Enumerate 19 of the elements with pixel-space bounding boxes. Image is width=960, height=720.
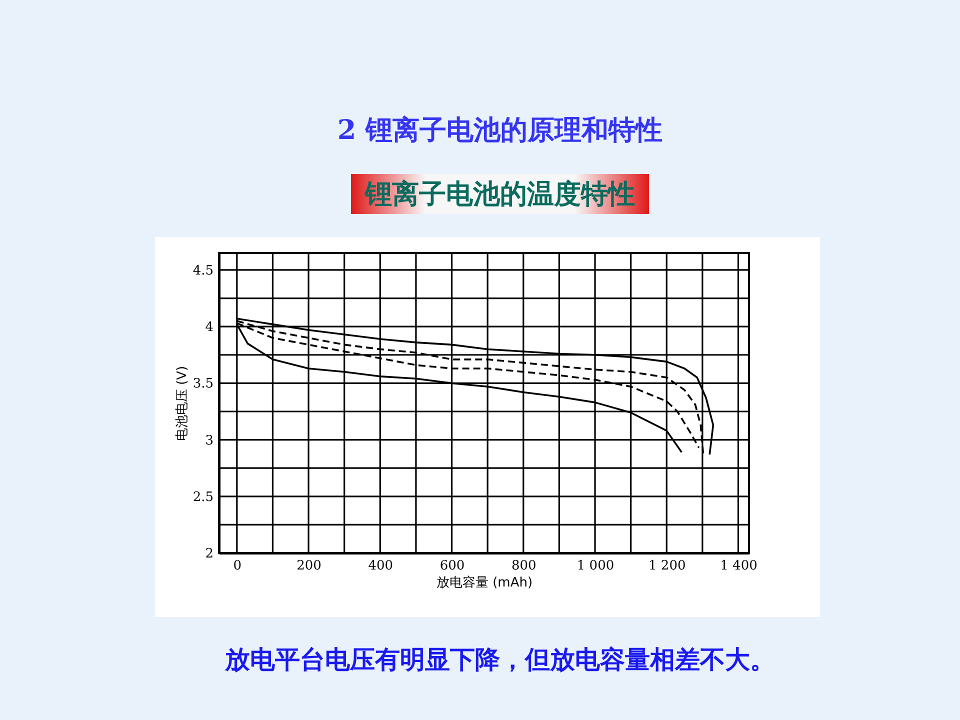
text: 放电平台电压有明显下降，但放电容量相差不大。: [224, 644, 776, 676]
chart-title: 2 锂离子电池的原理和特性: [336, 114, 664, 148]
x-tick-label: 800: [511, 558, 536, 574]
y-axis-title: 电池电压 (V): [174, 366, 190, 442]
x-tick-label: 1 000: [576, 558, 614, 574]
x-tick-label: 1 200: [648, 558, 686, 574]
y-tick-label: 4.5: [192, 263, 214, 278]
x-tick-label: 400: [368, 558, 394, 574]
chart-subtitle: 锂离子电池的温度特性: [351, 174, 649, 214]
y-tick-label: 3: [205, 433, 214, 448]
x-tick-label: 0: [233, 558, 242, 574]
y-tick-label: 2.5: [192, 490, 214, 505]
y-tick-label: 3.5: [192, 376, 214, 392]
x-tick-label: 600: [440, 558, 465, 574]
x-tick-label: 1 400: [720, 558, 758, 574]
y-tick-label: 4: [205, 320, 214, 336]
x-tick-label: 200: [296, 558, 322, 574]
x-axis-title: 放电容量 (mAh): [436, 574, 533, 590]
y-tick-label: 2: [205, 546, 214, 562]
